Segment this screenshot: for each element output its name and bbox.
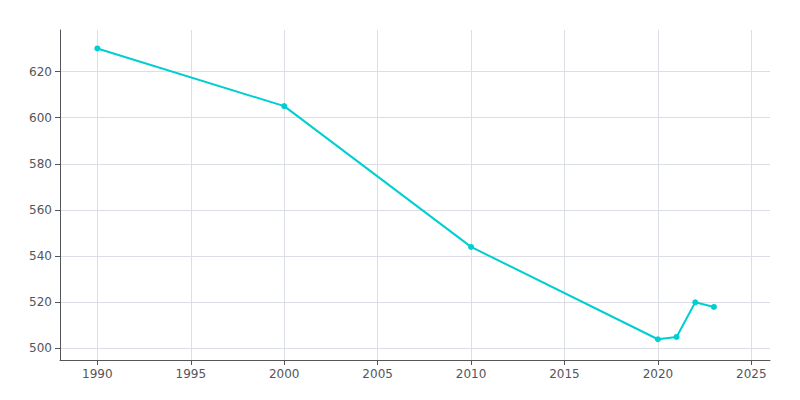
- svg-text:2015: 2015: [549, 367, 580, 381]
- svg-text:560: 560: [29, 203, 52, 217]
- svg-text:1995: 1995: [176, 367, 207, 381]
- svg-text:2000: 2000: [269, 367, 300, 381]
- svg-text:580: 580: [29, 157, 52, 171]
- svg-text:2010: 2010: [456, 367, 487, 381]
- svg-text:600: 600: [29, 111, 52, 125]
- svg-text:620: 620: [29, 65, 52, 79]
- svg-text:500: 500: [29, 341, 52, 355]
- svg-text:2025: 2025: [736, 367, 767, 381]
- svg-text:520: 520: [29, 295, 52, 309]
- svg-text:2005: 2005: [362, 367, 393, 381]
- svg-text:2020: 2020: [643, 367, 674, 381]
- svg-text:1990: 1990: [82, 367, 113, 381]
- svg-text:540: 540: [29, 249, 52, 263]
